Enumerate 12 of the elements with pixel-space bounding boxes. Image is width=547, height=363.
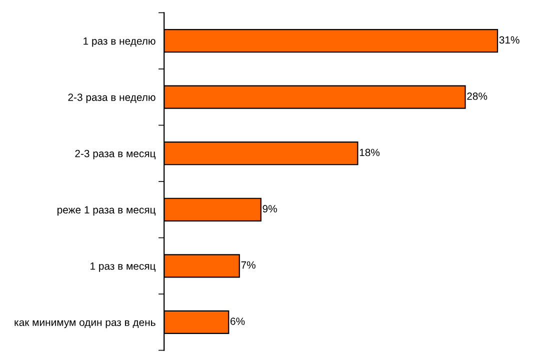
data-label: 31% xyxy=(499,36,520,44)
y-tick-label: реже 1 раза в месяц xyxy=(58,206,156,216)
y-tick-label: 2-3 раза в месяц xyxy=(75,150,156,160)
y-tick-label: 1 раз в неделю xyxy=(84,37,156,47)
data-label: 28% xyxy=(467,92,488,100)
y-tick-label: 1 раз в месяц xyxy=(90,262,156,272)
data-label: 9% xyxy=(262,205,277,212)
y-tick-label: как минимум один раз в день xyxy=(14,320,156,328)
data-label: 18% xyxy=(360,148,380,156)
data-label: 7% xyxy=(241,261,256,269)
data-label: 6% xyxy=(230,318,245,325)
y-tick-label: 2-3 раза в неделю xyxy=(68,94,156,104)
